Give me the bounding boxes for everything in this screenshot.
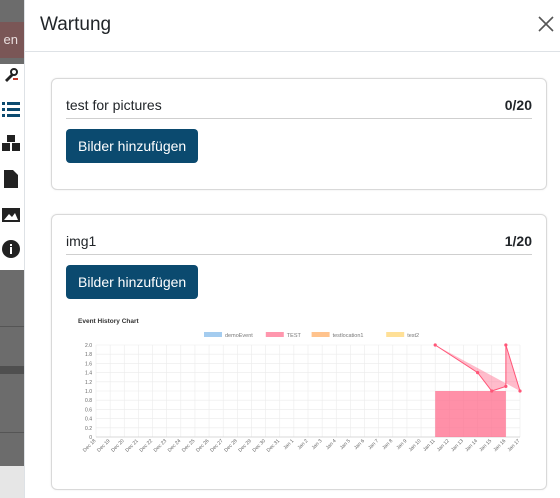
y-tick-label: 0.4: [85, 417, 92, 423]
card-header: test for pictures 0/20: [66, 97, 532, 119]
chart-title: Event History Chart: [78, 318, 140, 325]
image-icon[interactable]: [0, 204, 22, 226]
series-line-test: [434, 344, 521, 392]
background-divider: [0, 326, 24, 327]
card-name: test for pictures: [66, 97, 162, 113]
list-icon[interactable]: [0, 98, 22, 120]
maintenance-panel: Wartung test for pictures 0/20 Bilder hi…: [24, 0, 560, 498]
y-tick-label: 1.2: [85, 380, 92, 386]
bar-region: [435, 391, 506, 437]
panel-header: Wartung: [25, 0, 560, 52]
event-history-chart: Event History Chart demoEvent TEST testloca…: [74, 315, 528, 467]
background-divider: [0, 366, 24, 374]
legend-label: testlocation1: [333, 333, 364, 339]
maintenance-card: test for pictures 0/20 Bilder hinzufügen: [51, 78, 547, 190]
data-point-test: [504, 384, 508, 388]
series-area-test: [435, 345, 520, 391]
info-icon[interactable]: [0, 238, 22, 260]
event-history-chart-image[interactable]: Event History Chart demoEvent TEST testloca…: [74, 315, 528, 467]
add-images-button[interactable]: Bilder hinzufügen: [66, 265, 199, 299]
card-header: img1 1/20: [66, 233, 532, 255]
data-point-test: [433, 343, 437, 347]
background-divider: [0, 432, 24, 433]
y-tick-label: 1.0: [85, 389, 92, 395]
background-button[interactable]: en: [0, 22, 24, 58]
legend-label: TEST: [287, 333, 302, 339]
legend-swatch: [311, 332, 330, 337]
data-point-test: [518, 389, 522, 393]
legend-swatch: [204, 332, 222, 337]
tools-icon[interactable]: [0, 64, 22, 86]
background-sidebar: [0, 64, 24, 270]
y-tick-label: 0.6: [85, 407, 92, 413]
panel-title: Wartung: [40, 14, 112, 35]
y-tick-label: 1.4: [85, 371, 92, 377]
card-name: img1: [66, 233, 97, 249]
y-tick-label: 1.6: [85, 361, 92, 367]
data-point-test: [476, 371, 480, 375]
legend-label: demoEvent: [225, 333, 253, 339]
maintenance-card: img1 1/20 Bilder hinzufügen Event Histor…: [51, 214, 547, 490]
image-count: 0/20: [504, 97, 532, 113]
legend-label: test2: [407, 333, 419, 339]
y-tick-label: 0: [89, 435, 92, 441]
add-images-button[interactable]: Bilder hinzufügen: [66, 129, 199, 163]
y-tick-label: 0.2: [85, 426, 92, 432]
y-tick-label: 1.8: [85, 352, 92, 358]
data-point-test: [490, 389, 494, 393]
legend-swatch: [386, 332, 405, 337]
cubes-icon[interactable]: [0, 132, 22, 154]
background-footer: [0, 466, 24, 498]
data-point-test: [504, 343, 508, 347]
y-tick-label: 0.8: [85, 398, 92, 404]
y-tick-label: 2.0: [85, 343, 92, 349]
file-icon[interactable]: [0, 168, 22, 190]
close-icon[interactable]: [536, 14, 556, 34]
legend-swatch: [265, 332, 284, 337]
image-count: 1/20: [504, 233, 532, 249]
